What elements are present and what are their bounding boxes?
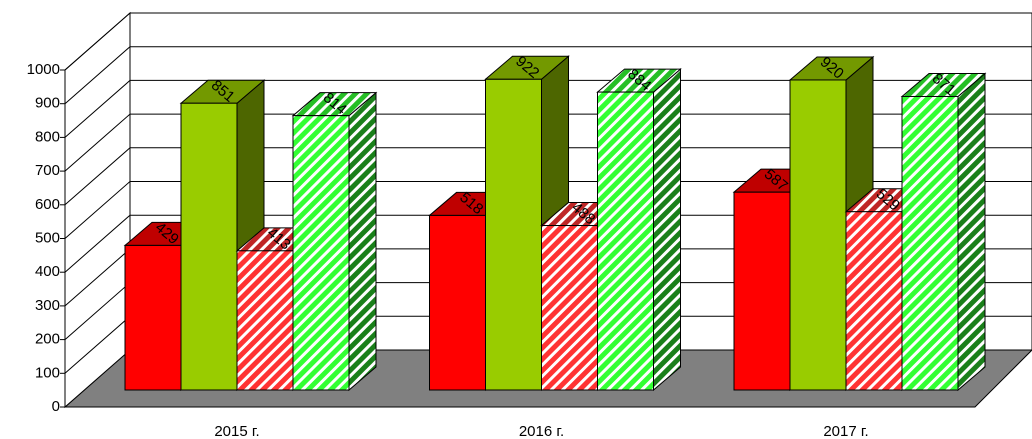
y-tick-label: 0 — [52, 398, 60, 415]
x-tick-label: 2017 г. — [823, 423, 868, 439]
y-tick-label: 500 — [35, 229, 60, 246]
grid-line — [64, 113, 1032, 172]
bar — [845, 211, 903, 391]
y-tick-label: 900 — [35, 95, 60, 112]
y-tick-label: 200 — [35, 331, 60, 348]
y-tick-label: 400 — [35, 263, 60, 280]
bar — [180, 102, 238, 391]
bar — [901, 95, 959, 391]
bar — [292, 115, 350, 391]
bar — [597, 91, 654, 391]
grid-line — [64, 46, 1032, 105]
y-tick-label: 1000 — [27, 61, 60, 78]
grid-line — [64, 181, 1032, 239]
bar — [236, 250, 294, 391]
y-tick-label: 600 — [35, 196, 60, 213]
y-tick-label: 300 — [35, 297, 60, 314]
bar-side — [653, 68, 681, 392]
bar-side — [348, 91, 377, 392]
bar — [124, 244, 182, 391]
bar — [733, 191, 791, 391]
grid-line — [64, 147, 1032, 206]
grid-line — [64, 214, 1032, 273]
bar — [541, 225, 598, 391]
x-tick-label: 2016 г. — [519, 423, 564, 439]
y-tick-label: 700 — [35, 162, 60, 179]
bar-side — [957, 72, 986, 392]
x-tick-label: 2015 г. — [214, 423, 259, 439]
bar — [429, 214, 486, 391]
bar — [485, 78, 542, 391]
y-tick-label: 800 — [35, 128, 60, 145]
y-tick-label: 100 — [35, 364, 60, 381]
grid-line — [64, 12, 1032, 71]
bar — [789, 79, 847, 391]
grid-line — [64, 79, 1032, 138]
